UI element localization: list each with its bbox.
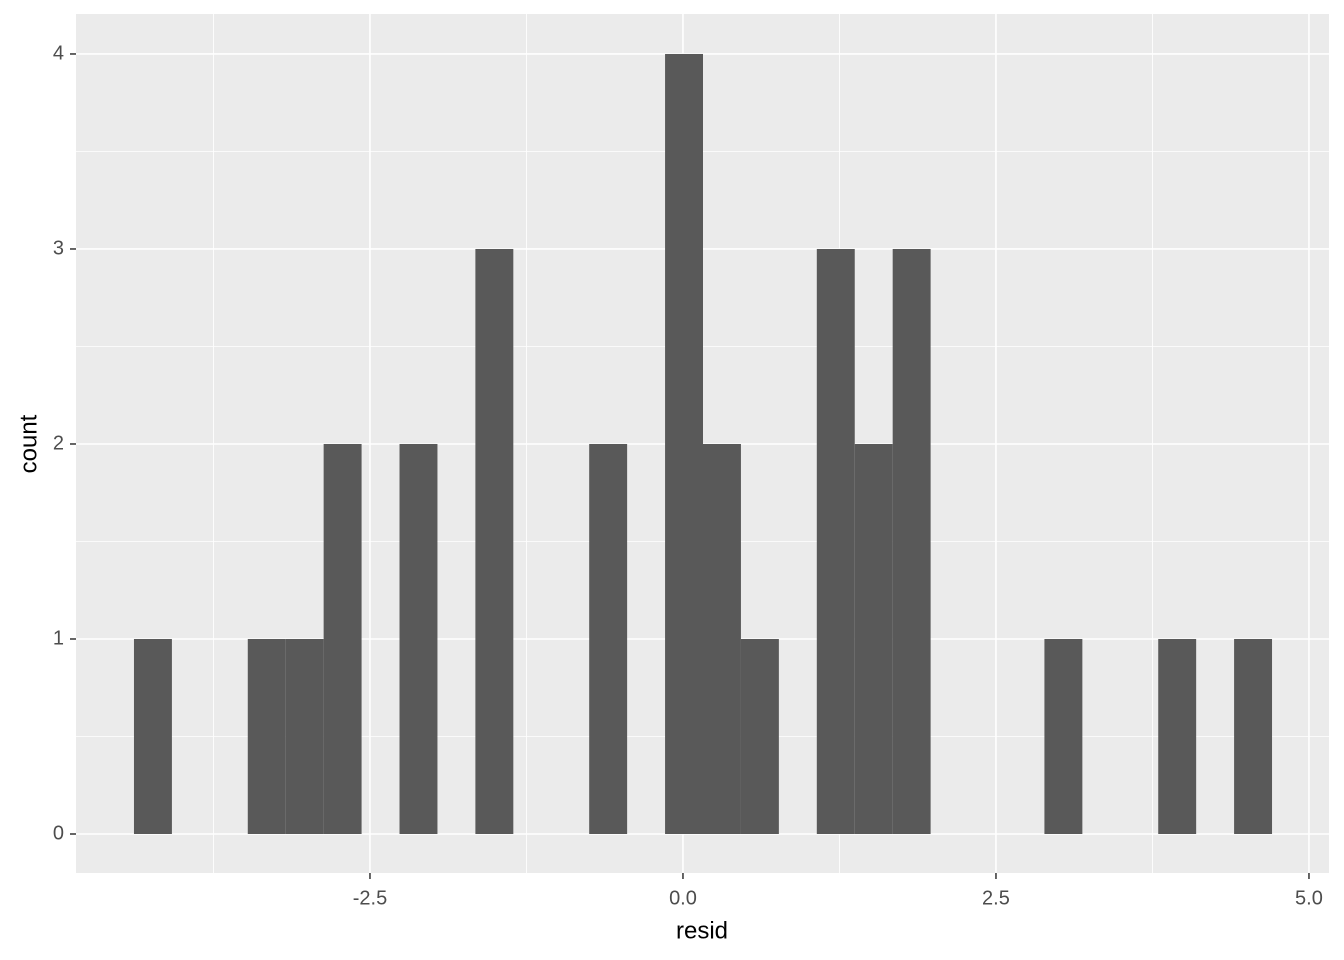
bar xyxy=(740,638,779,834)
bar xyxy=(816,248,855,834)
x-tick-label: 5.0 xyxy=(1295,887,1323,909)
bar xyxy=(1044,638,1083,834)
y-tick-label: 0 xyxy=(53,822,64,844)
x-axis-title: resid xyxy=(676,917,728,944)
bar xyxy=(1234,638,1273,834)
bar xyxy=(399,443,438,834)
y-tick-label: 4 xyxy=(53,42,64,64)
bar xyxy=(247,638,286,834)
bar xyxy=(133,638,172,834)
y-axis-title: count xyxy=(15,414,42,473)
x-tick-label: 2.5 xyxy=(982,887,1010,909)
bar xyxy=(589,443,628,834)
x-tick-label: 0.0 xyxy=(669,887,697,909)
bar xyxy=(703,443,741,834)
y-tick-label: 1 xyxy=(53,627,64,649)
bar xyxy=(323,443,362,834)
bar xyxy=(1158,638,1197,834)
y-tick-label: 3 xyxy=(53,237,64,259)
bar xyxy=(475,248,514,834)
bar xyxy=(285,638,324,834)
bar xyxy=(665,53,704,834)
bar xyxy=(854,443,893,834)
x-tick-label: -2.5 xyxy=(353,887,387,909)
y-tick-label: 2 xyxy=(53,432,64,454)
bar xyxy=(892,248,931,834)
